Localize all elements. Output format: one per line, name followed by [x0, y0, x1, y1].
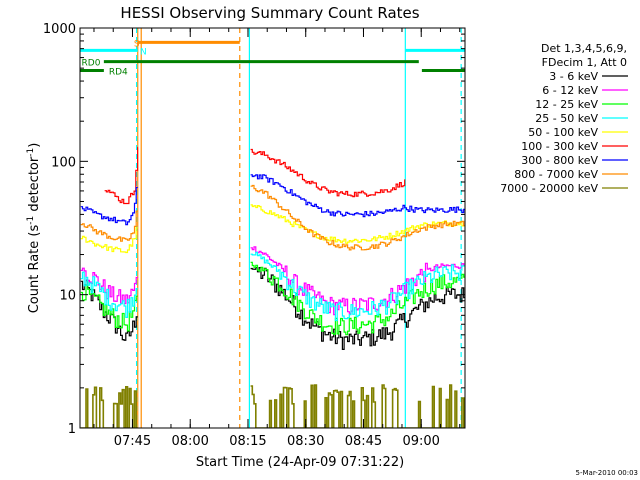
- axes-frame: 1 10 100 1000 07:45 08:00 08:15 08:30 08:45 09:00: [43, 22, 466, 449]
- y-axis-label-end: ): [27, 143, 42, 148]
- legend-header-line-2: FDecim 1, Att 0: [542, 56, 627, 69]
- series-8-segment-2: [250, 184, 465, 251]
- x-tick-label-3: 08:15: [229, 434, 266, 449]
- flag-label-1: S: [134, 39, 140, 49]
- series-6-segment-1: [104, 146, 139, 205]
- legend-label-4: 25 - 50 keV: [535, 112, 598, 125]
- series-3-segment-1: [80, 284, 138, 332]
- y-tick-label-3: 100: [51, 155, 76, 170]
- y-axis-label-middle: detector: [27, 156, 42, 216]
- legend-label-7: 300 - 800 keV: [521, 154, 598, 167]
- series-6-segment-2: [250, 148, 406, 198]
- axes-box: [79, 27, 466, 429]
- series-9-segment-2: [250, 384, 465, 428]
- legend-label-6: 100 - 300 keV: [521, 140, 598, 153]
- series-7-segment-2: [250, 174, 465, 218]
- legend-label-5: 50 - 100 keV: [528, 126, 598, 139]
- series-2-segment-1: [80, 267, 138, 305]
- plot-area: SN RD0 RD4: [80, 28, 465, 428]
- flag-label-4: RD0: [82, 59, 101, 69]
- series-5-segment-1: [80, 227, 138, 254]
- legend-label-1: 3 - 6 keV: [549, 70, 598, 83]
- series-3-segment-2: [250, 261, 465, 336]
- flag-label-2: N: [140, 47, 147, 57]
- y-axis-label-start: Count Rate (s: [27, 225, 42, 314]
- legend-label-2: 6 - 12 keV: [542, 84, 598, 97]
- y-axis-label-exponent-2: -1: [26, 148, 36, 157]
- x-axis-label: Start Time (24-Apr-09 07:31:22): [196, 455, 404, 470]
- generation-timestamp: 5-Mar-2010 00:03: [576, 469, 638, 477]
- series-2-segment-2: [250, 246, 465, 316]
- series-4-segment-1: [80, 271, 138, 318]
- x-tick-label-2: 08:00: [171, 434, 208, 449]
- series-8-segment-1: [80, 210, 138, 242]
- series-7-segment-1: [80, 186, 138, 226]
- legend-label-3: 12 - 25 keV: [535, 98, 598, 111]
- legend: Det 1,3,4,5,6,9, FDecim 1, Att 0 3 - 6 k…: [500, 42, 628, 195]
- x-tick-label-4: 08:30: [287, 434, 324, 449]
- plot-content: [80, 28, 465, 428]
- series-9-segment-1: [80, 386, 138, 428]
- x-tick-label-6: 09:00: [402, 434, 439, 449]
- x-tick-label-1: 07:45: [114, 434, 151, 449]
- legend-label-9: 7000 - 20000 keV: [500, 182, 598, 195]
- x-tick-label-5: 08:45: [345, 434, 382, 449]
- chart-title: HESSI Observing Summary Count Rates: [120, 4, 419, 22]
- legend-label-8: 800 - 7000 keV: [514, 168, 598, 181]
- y-tick-label-2: 10: [59, 289, 76, 304]
- legend-header-line-1: Det 1,3,4,5,6,9,: [541, 42, 627, 55]
- y-tick-label-1: 1: [68, 422, 76, 437]
- y-axis-label: Count Rate (s-1 detector-1): [26, 143, 42, 314]
- y-axis-label-exponent-1: -1: [26, 216, 36, 225]
- y-tick-label-4: 1000: [43, 22, 76, 37]
- series-4-segment-2: [250, 251, 465, 322]
- flag-label-6: RD4: [109, 68, 128, 78]
